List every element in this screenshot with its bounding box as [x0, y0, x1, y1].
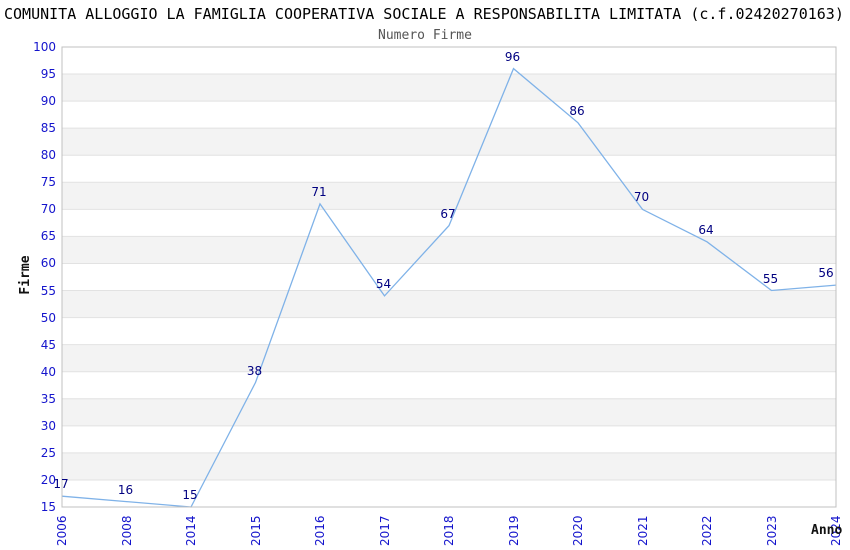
data-point-label: 55 — [762, 271, 779, 286]
y-tick-label: 75 — [40, 175, 56, 190]
y-axis-title: Firme — [18, 255, 33, 295]
y-tick-label: 65 — [40, 229, 56, 244]
plot-background — [62, 47, 836, 507]
data-point-label: 17 — [53, 477, 69, 492]
data-point-label: 38 — [246, 363, 263, 378]
x-tick-label: 2021 — [635, 515, 650, 546]
x-tick-label: 2014 — [184, 515, 198, 546]
data-point-label: 54 — [375, 276, 392, 291]
x-tick-label: 2019 — [506, 515, 521, 546]
x-tick-label: 2006 — [55, 515, 69, 546]
grid-band — [62, 236, 836, 264]
grid-band — [62, 452, 836, 480]
data-point-label: 96 — [504, 49, 521, 64]
x-tick-label: 2018 — [442, 515, 456, 546]
y-tick-label: 70 — [40, 202, 56, 217]
x-tick-label: 2020 — [571, 515, 585, 546]
grid-band — [62, 290, 836, 318]
data-point-label: 15 — [182, 488, 198, 502]
y-tick-label: 35 — [40, 391, 56, 406]
y-tick-label: 95 — [40, 67, 56, 82]
data-point-label: 71 — [311, 184, 327, 199]
plot-border — [61, 46, 837, 508]
x-tick-label: 2016 — [313, 515, 327, 546]
x-tick-label: 2023 — [764, 515, 779, 546]
y-tick-label: 100 — [33, 40, 56, 54]
data-point-label: 67 — [440, 206, 456, 221]
x-tick-label: 2015 — [248, 515, 263, 546]
x-tick-label: 2022 — [700, 515, 714, 546]
x-tick-label: 2017 — [377, 515, 392, 546]
y-tick-label: 30 — [40, 418, 56, 433]
y-tick-label: 60 — [40, 256, 56, 271]
x-axis-title: Anno — [811, 523, 843, 538]
y-tick-label: 55 — [40, 283, 56, 298]
y-tick-label: 25 — [40, 445, 56, 460]
y-tick-label: 45 — [40, 337, 56, 352]
grid-band — [62, 128, 836, 156]
y-tick-label: 40 — [40, 364, 56, 379]
data-point-label: 64 — [698, 222, 714, 237]
y-tick-label: 20 — [40, 472, 56, 487]
y-tick-label: 90 — [40, 94, 56, 109]
y-tick-label: 15 — [40, 500, 56, 514]
grid-band — [62, 398, 836, 426]
data-point-label: 16 — [117, 482, 134, 497]
y-tick-label: 85 — [40, 121, 56, 136]
grid-band — [62, 74, 836, 102]
y-tick-label: 50 — [40, 310, 56, 325]
data-point-label: 56 — [818, 266, 834, 281]
x-tick-label: 2008 — [119, 515, 134, 546]
chart-title: COMUNITA ALLOGGIO LA FAMIGLIA COOPERATIV… — [4, 5, 844, 23]
data-point-label: 86 — [569, 103, 585, 118]
y-tick-label: 80 — [40, 148, 56, 163]
grid-band — [62, 344, 836, 372]
chart-subtitle: Numero Firme — [378, 28, 472, 43]
data-point-label: 70 — [633, 190, 650, 205]
grid-band — [62, 182, 836, 210]
